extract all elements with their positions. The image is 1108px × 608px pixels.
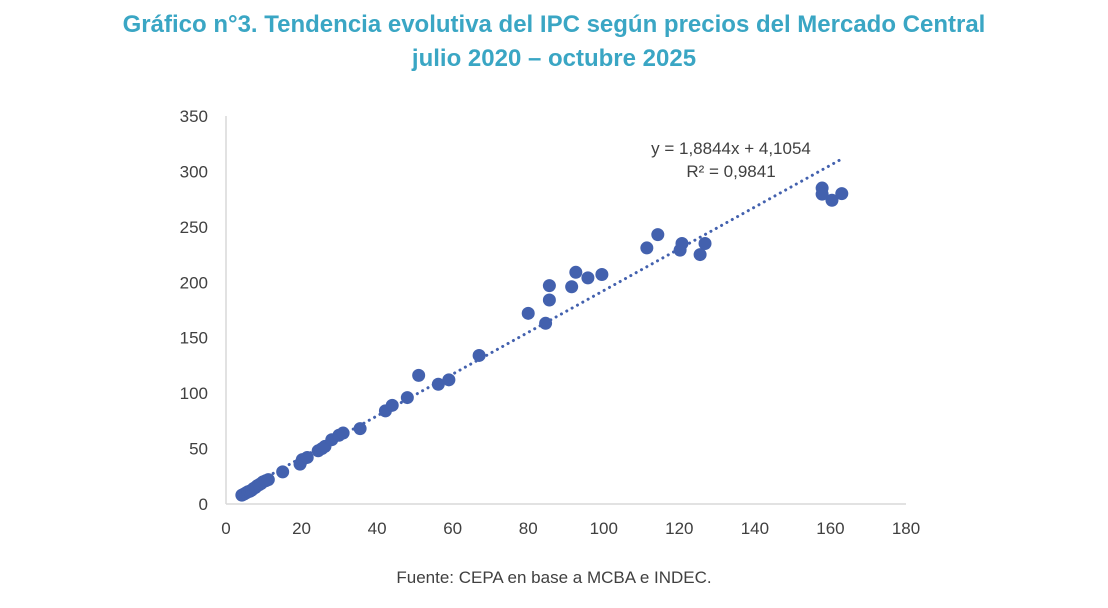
data-point [261, 473, 275, 487]
y-tick-label: 150 [180, 329, 208, 348]
trendline-r2: R² = 0,9841 [686, 162, 775, 181]
data-point [442, 373, 456, 387]
source-note: Fuente: CEPA en base a MCBA e INDEC. [396, 568, 712, 587]
y-tick-label: 100 [180, 384, 208, 403]
chart-subtitle: julio 2020 – octubre 2025 [411, 45, 697, 72]
data-points [235, 181, 849, 502]
data-point [431, 377, 445, 391]
chart-title-line1: Gráfico n°3. Tendencia evolutiva del IPC… [122, 11, 986, 38]
data-point [825, 193, 839, 207]
x-axis-ticks: 0 20 40 60 80 100 120 140 160 180 [221, 519, 920, 538]
data-point [693, 248, 707, 262]
data-point [539, 316, 553, 330]
y-tick-label: 250 [180, 218, 208, 237]
data-point [542, 279, 556, 293]
x-tick-label: 40 [368, 519, 387, 538]
data-point [569, 265, 583, 279]
data-point [640, 241, 654, 255]
data-point [565, 280, 579, 294]
data-point [300, 450, 314, 464]
x-tick-label: 20 [292, 519, 311, 538]
data-point [815, 187, 829, 201]
data-point [472, 348, 486, 362]
data-point [276, 465, 290, 479]
axes [225, 116, 906, 505]
data-point [595, 268, 609, 282]
y-tick-label: 50 [189, 440, 208, 459]
x-tick-label: 120 [665, 519, 693, 538]
data-point [651, 228, 665, 242]
x-tick-label: 180 [892, 519, 920, 538]
x-tick-label: 140 [741, 519, 769, 538]
y-axis-ticks: 0 50 100 150 200 250 300 350 [180, 107, 208, 514]
data-point [675, 236, 689, 250]
y-tick-label: 200 [180, 273, 208, 292]
data-point [353, 422, 367, 436]
chart-title: Gráfico n°3. Tendencia evolutiva del IPC… [0, 8, 1108, 76]
data-point [698, 236, 712, 250]
data-point [521, 306, 535, 320]
x-tick-label: 100 [590, 519, 618, 538]
data-point [835, 187, 849, 201]
x-tick-label: 80 [519, 519, 538, 538]
x-tick-label: 60 [443, 519, 462, 538]
x-tick-label: 0 [221, 519, 230, 538]
data-point [542, 293, 556, 307]
data-point [581, 271, 595, 285]
y-tick-label: 350 [180, 107, 208, 126]
data-point [336, 426, 350, 440]
data-point [412, 368, 426, 382]
trendline-equation: y = 1,8844x + 4,1054 [651, 139, 811, 158]
x-tick-label: 160 [816, 519, 844, 538]
data-point [400, 391, 414, 405]
data-point [385, 398, 399, 412]
y-tick-label: 300 [180, 162, 208, 181]
y-tick-label: 0 [199, 495, 208, 514]
